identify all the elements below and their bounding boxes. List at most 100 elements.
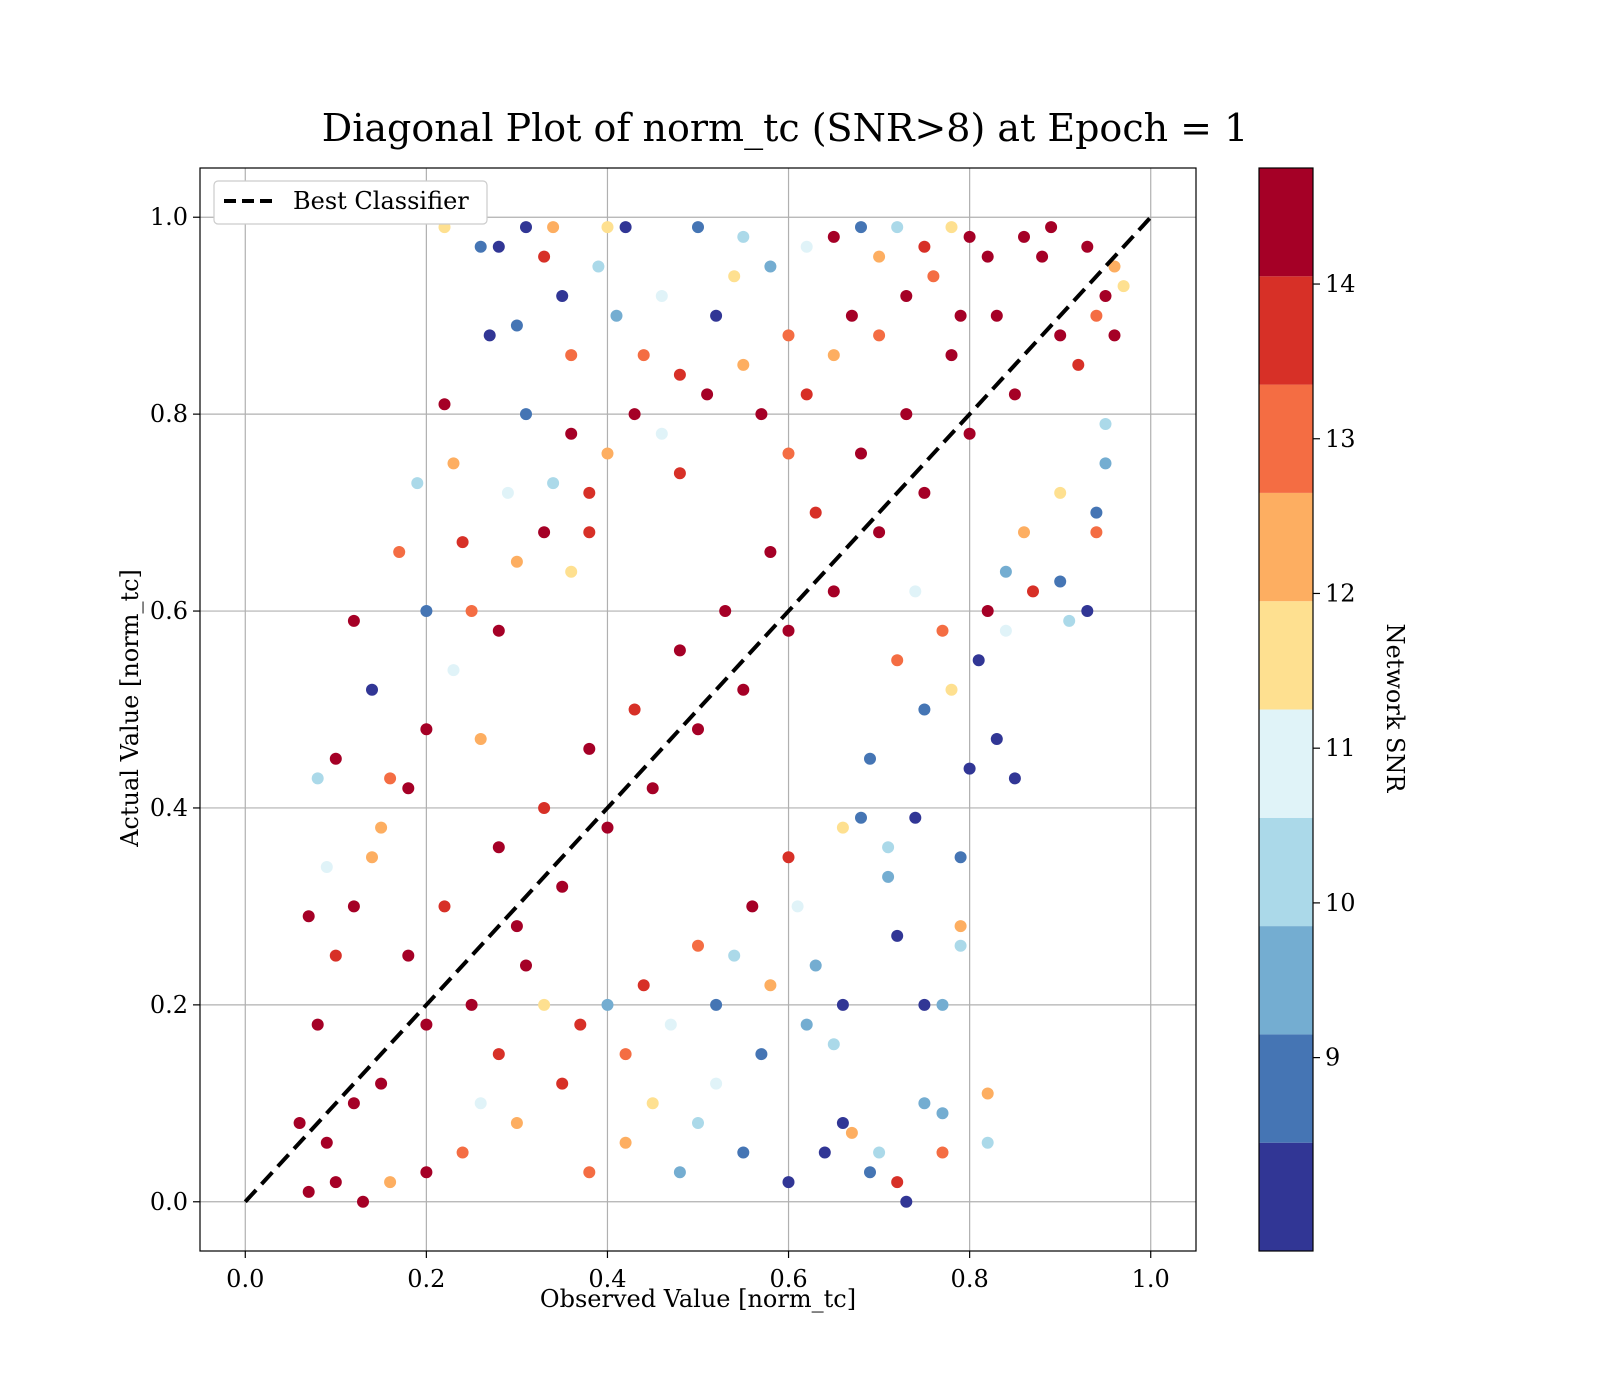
scatter-point (1090, 506, 1103, 519)
scatter-point (438, 398, 451, 411)
colorbar-band (1259, 1142, 1313, 1251)
scatter-point (420, 723, 433, 736)
scatter-point (827, 1038, 840, 1051)
scatter-point (1045, 221, 1058, 234)
scatter-point (900, 408, 913, 421)
x-tick-label: 0.2 (407, 1265, 445, 1293)
scatter-point (710, 998, 723, 1011)
scatter-point (556, 880, 569, 893)
scatter-point (1099, 418, 1112, 430)
scatter-point (619, 221, 632, 234)
scatter-point (538, 250, 551, 263)
scatter-point (447, 664, 460, 677)
scatter-point (963, 762, 976, 775)
scatter-point (1008, 388, 1021, 401)
scatter-point (764, 260, 777, 273)
scatter-point (565, 349, 578, 362)
scatter-point (836, 998, 849, 1011)
scatter-point (510, 555, 523, 568)
scatter-point (864, 1166, 876, 1179)
scatter-point (737, 230, 750, 243)
scatter-point (981, 1087, 994, 1100)
scatter-point (999, 565, 1012, 578)
scatter-point (492, 1048, 505, 1061)
scatter-point (1018, 526, 1030, 539)
scatter-point (855, 811, 867, 824)
scatter-point (827, 349, 840, 362)
y-tick-label: 1.0 (150, 203, 188, 231)
scatter-point (384, 1176, 397, 1189)
scatter-point (293, 1117, 306, 1129)
scatter-point (655, 290, 668, 302)
scatter-point (1081, 240, 1094, 253)
scatter-point (1018, 230, 1030, 243)
scatter-point (873, 526, 886, 539)
scatter-point (492, 240, 505, 253)
colorbar-band (1259, 709, 1313, 818)
scatter-point (719, 605, 732, 617)
scatter-point (1054, 575, 1067, 588)
scatter-point (891, 654, 904, 667)
scatter-point (384, 772, 397, 785)
legend: Best Classifier (213, 180, 488, 225)
scatter-point (375, 1077, 388, 1090)
scatter-point (981, 605, 994, 617)
scatter-point (547, 221, 560, 234)
scatter-point (320, 1136, 333, 1149)
scatter-point (737, 1146, 750, 1159)
scatter-point (329, 752, 342, 765)
scatter-point (755, 408, 768, 421)
scatter-point (692, 723, 704, 736)
scatter-point (936, 624, 949, 637)
colorbar-tick-label: 12 (1325, 579, 1356, 607)
scatter-point (782, 329, 795, 342)
scatter-point (918, 240, 931, 253)
colorbar-band (1259, 926, 1313, 1035)
scatter-point (565, 565, 578, 578)
scatter-point (347, 1097, 360, 1110)
scatter-point (999, 624, 1012, 637)
scatter-point (800, 1018, 813, 1031)
scatter-point (583, 486, 596, 499)
colorbar: 9 10 11 12 13 14 (1258, 167, 1356, 1252)
scatter-point (601, 447, 614, 460)
scatter-point (809, 959, 822, 972)
scatter-point (520, 408, 532, 421)
scatter-point (954, 309, 967, 322)
scatter-point (628, 408, 641, 421)
legend-box (213, 180, 488, 225)
scatter-point (673, 644, 686, 657)
scatter-point (1108, 329, 1121, 342)
scatter-point (628, 703, 641, 716)
scatter-point (818, 1146, 831, 1159)
scatter-point (329, 1176, 342, 1189)
scatter-point (782, 851, 795, 864)
scatter-point (728, 949, 741, 962)
y-axis-label: Actual Value [norm_tc] (116, 569, 144, 848)
scatter-point (873, 250, 886, 263)
y-axis: 0.0 0.2 0.4 0.6 0.8 1.0 (150, 203, 200, 1216)
scatter-point (710, 1077, 723, 1090)
scatter-point (1108, 260, 1121, 273)
scatter-point (619, 1048, 632, 1061)
scatter-point (909, 585, 922, 598)
scatter-point (782, 1176, 795, 1189)
scatter-point (447, 457, 460, 470)
scatter-point (538, 998, 551, 1011)
scatter-point (465, 605, 478, 617)
scatter-point (728, 270, 741, 283)
scatter-point (827, 585, 840, 598)
scatter-point (954, 851, 967, 864)
scatter-point (981, 250, 994, 263)
scatter-point (1099, 290, 1112, 302)
scatter-point (891, 1176, 904, 1189)
scatter-point (510, 920, 523, 933)
scatter-point (737, 683, 750, 696)
scatter-point (692, 939, 704, 952)
scatter-point (918, 486, 931, 499)
scatter-point (474, 1097, 487, 1110)
scatter-point (692, 221, 704, 234)
colorbar-band (1259, 276, 1313, 385)
scatter-point (646, 782, 659, 795)
